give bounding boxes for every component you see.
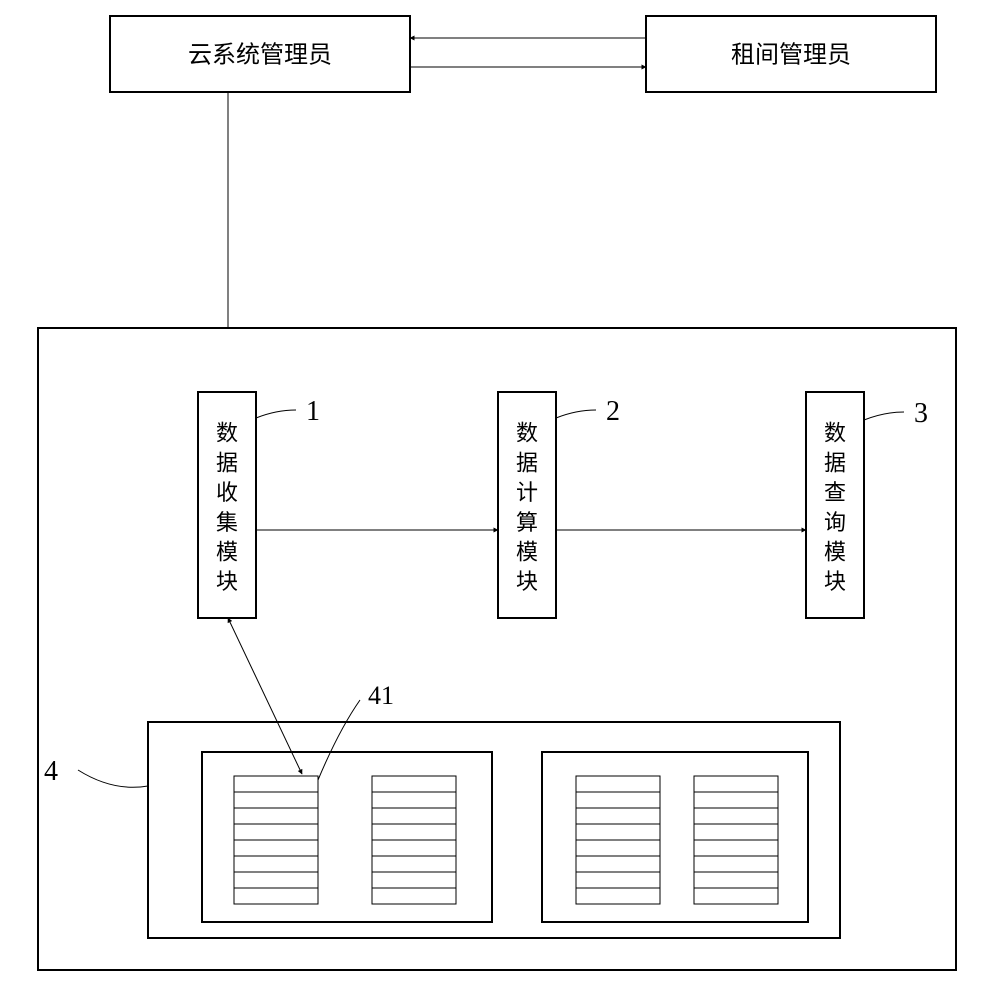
storage-cluster-right — [542, 752, 808, 922]
tenant-admin-box — [646, 16, 936, 92]
data-collection-module — [198, 392, 256, 618]
cloud-system-admin-box — [110, 16, 410, 92]
data-query-module — [806, 392, 864, 618]
storage-cluster-left — [202, 752, 492, 922]
data-compute-module — [498, 392, 556, 618]
